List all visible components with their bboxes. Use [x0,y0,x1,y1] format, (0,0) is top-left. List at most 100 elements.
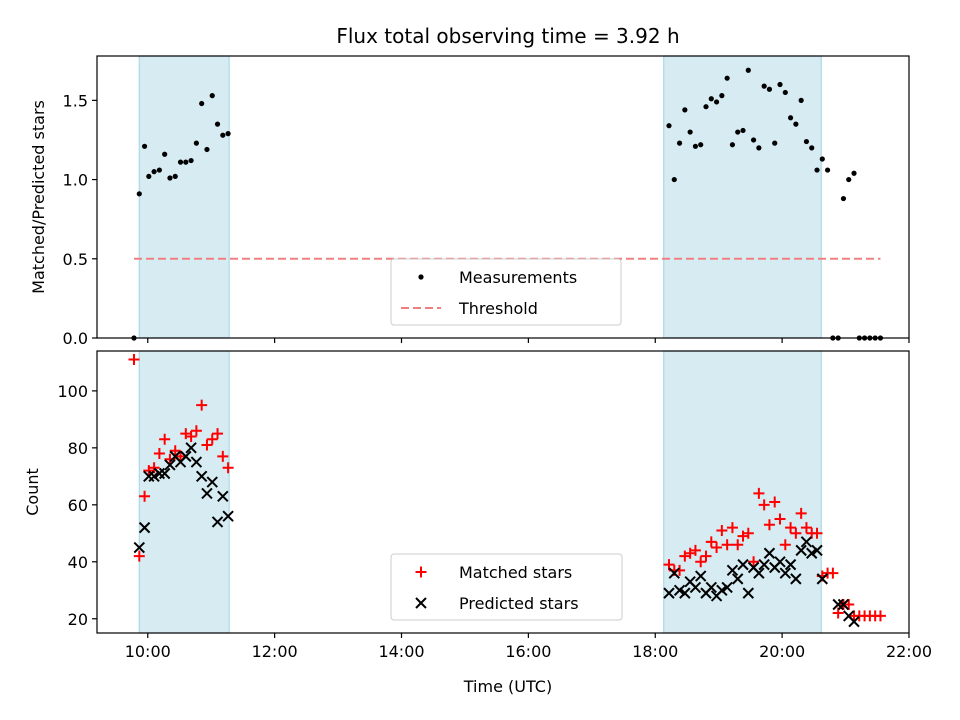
predicted-star-point [721,581,733,594]
matched-star-point [742,527,754,539]
matched-star-point [843,599,855,611]
x-tick-label: 12:00 [252,642,298,661]
measurement-point [131,335,137,341]
predicted-star-point [164,459,176,471]
legend-marker [415,566,427,578]
matched-star-point [705,536,717,548]
measurement-point [687,129,693,135]
measurement-point [172,173,178,180]
measurement-point [141,143,148,149]
measurement-point [136,191,142,197]
measurement-point [225,131,231,137]
matched-star-point [716,524,728,536]
measurement-point [814,167,820,173]
predicted-star-point [716,584,728,596]
matched-star-point [779,539,791,551]
measurement-point [162,151,168,157]
matched-star-point [721,539,733,551]
predicted-star-point [753,567,765,579]
measurement-point [199,100,205,107]
predicted-star-point [795,544,807,557]
matched-star-point [663,559,675,571]
x-tick-label: 22:00 [886,642,932,661]
shaded-interval [138,55,230,339]
matched-star-point [732,539,744,551]
matched-star-point [748,556,760,568]
matched-star-point [790,527,802,539]
count-panel: 10:00 12:00 14:00 16:00 18:00 20:00 22:00 20 40… [23,350,932,696]
matched-star-point [217,450,229,462]
shaded-intervals [138,350,822,634]
ratio-panel: Flux total observing time = 3.92 h 0.00.… [29,24,910,348]
matched-star-point [148,462,160,474]
measurement-point [188,157,194,164]
matched-star-point [185,430,197,442]
shaded-interval [138,350,230,634]
matched-star-point [874,610,886,622]
predicted-star-point [806,547,818,559]
matched-star-point [726,522,738,534]
measurement-point [830,335,836,341]
measurement-point [798,97,804,103]
predicted-star-point [689,581,702,594]
measurement-point [772,140,778,146]
measurement-point [745,67,751,73]
measurement-point [220,132,226,138]
measurement-point [146,173,152,180]
measurement-point [151,169,157,175]
measurement-point [867,335,873,341]
measurement-point [840,195,847,202]
predicted-star-point [737,558,749,571]
matched-star-point [800,522,812,534]
predicted-star-point [705,581,717,594]
matched-star-point [785,522,797,534]
measurement-point [682,107,688,113]
measurement-point [204,146,210,153]
matched-star-point [190,425,202,437]
predicted-star-point [222,510,234,522]
legend-marker [418,274,424,280]
x-tick-label: 10:00 [125,642,171,661]
legend-label: Predicted stars [459,594,579,613]
measurement-point [750,137,757,143]
predicted-star-point [758,558,770,571]
legend-box [390,553,623,621]
measurement-point [698,142,704,148]
predicted-star-point [742,587,754,599]
y-axis-label: Count [23,468,42,516]
predicted-star-point [663,587,675,599]
measurement-point [729,142,736,148]
measurement-point [676,140,683,146]
measurement-point [193,140,199,146]
measurement-point [740,127,746,134]
matched-star-point [133,550,145,562]
matched-star-point [795,507,807,519]
predicted-star-point [138,521,151,534]
predicted-star-point [185,442,197,454]
matched-star-point [689,544,701,556]
matched-star-point [753,487,765,499]
matched-star-point [763,519,775,531]
predicted-star-point [790,573,802,585]
series-layer [128,354,886,628]
predicted-star-point [211,516,224,528]
predicted-star-point [800,536,813,548]
matched-star-point [811,527,823,539]
predicted-star-point [837,598,850,611]
legend-label: Threshold [458,299,538,318]
measurement-point [851,170,857,176]
measurement-point [877,335,884,341]
measurement-point [756,145,762,151]
legend-box [390,258,622,326]
matched-star-point [769,496,781,508]
measurement-point [793,121,799,127]
measurement-point [156,167,162,173]
measurement-point [735,129,741,135]
matched-star-point [169,445,181,457]
predicted-star-point [673,584,686,596]
y-tick-label: 80 [68,439,88,458]
measurement-point [703,104,709,110]
measurement-point [824,167,831,173]
measurement-point [214,121,221,127]
